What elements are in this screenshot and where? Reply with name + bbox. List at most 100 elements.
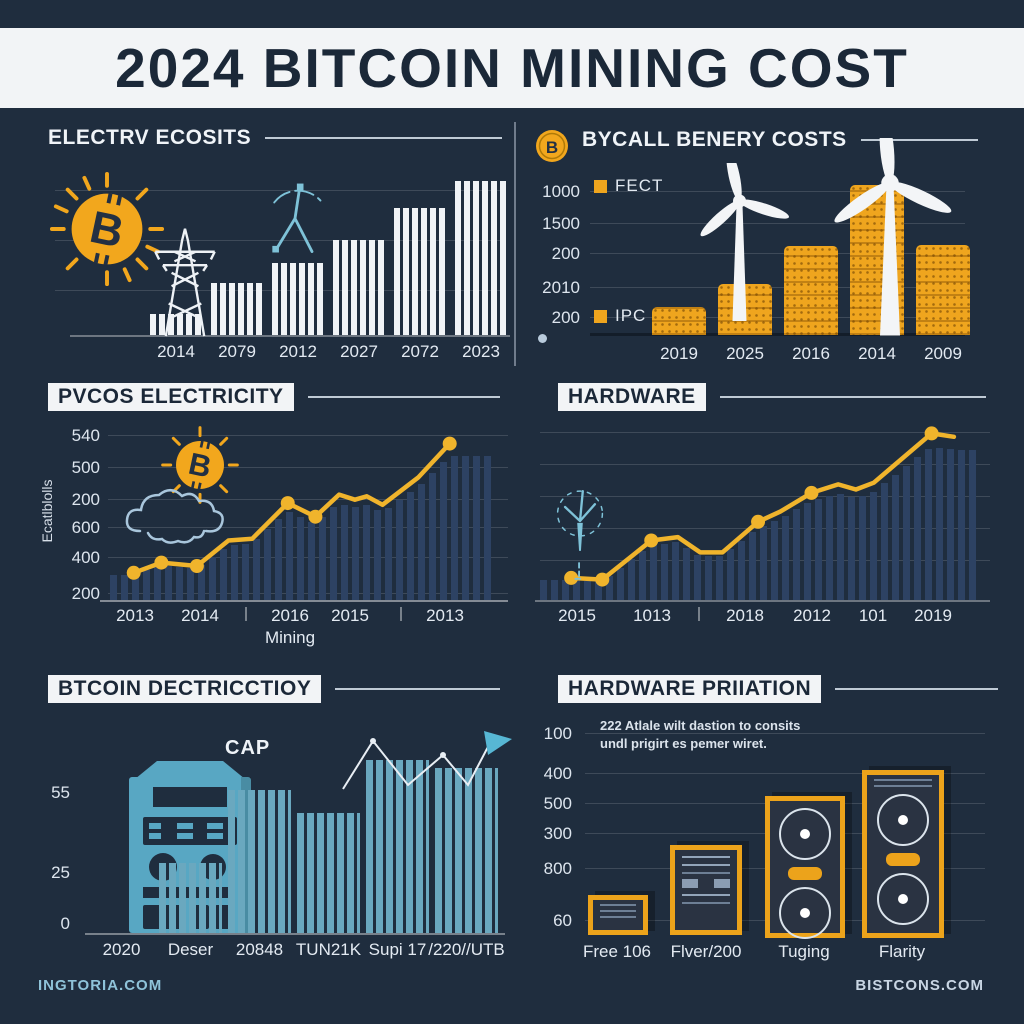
y-tick-label: 600 — [71, 518, 100, 537]
background-bar — [562, 579, 569, 600]
data-point — [564, 570, 579, 585]
background-bar — [418, 483, 425, 600]
panel-heading: BTCOIN DECTRICCTIOY — [48, 675, 322, 703]
annotation-text: 222 Atlale wilt dastion to consits undl … — [600, 717, 890, 753]
power-pylon-icon — [154, 228, 216, 337]
y-tick-label: 200 — [551, 244, 580, 263]
panel-electricity-costs: ELECTRV ECOSITS 2014 2079 2012 2027 2072 2023… — [40, 118, 510, 370]
x-tick-label: 2025 — [726, 344, 764, 363]
background-bar — [826, 496, 833, 600]
gridline — [590, 223, 965, 224]
data-point — [751, 514, 766, 529]
x-tick-label: 2020 — [102, 940, 141, 959]
background-bar — [903, 466, 910, 600]
background-bar — [110, 574, 117, 600]
background-bar — [958, 449, 965, 600]
background-bar — [617, 567, 624, 600]
gridline — [590, 191, 965, 192]
bar — [211, 283, 263, 335]
background-bar — [396, 500, 403, 600]
gridline — [108, 435, 508, 436]
bar — [272, 263, 324, 335]
cap-label: CAP — [225, 737, 271, 759]
bar — [228, 790, 291, 933]
legend-swatch — [594, 309, 607, 323]
bitcoin-sun-icon: B — [49, 171, 165, 287]
y-tick-label: 2010 — [542, 278, 580, 297]
wind-turbine-sketch-icon — [272, 183, 322, 253]
background-bar — [242, 544, 249, 600]
footer-right-site: BISTCONS.COM — [855, 977, 984, 994]
background-bar — [176, 567, 183, 600]
heading-rule — [335, 688, 500, 690]
background-bar — [440, 461, 447, 600]
panel-heading: PVCOS ELECTRICITY — [48, 383, 294, 411]
x-tick-label: Flarity — [878, 942, 926, 961]
background-bar — [407, 492, 414, 600]
x-axis — [100, 600, 508, 602]
legend-label: IPC — [615, 306, 647, 325]
background-bar — [628, 559, 635, 600]
annotation-line: undl prigirt es pemer wiret. — [600, 736, 767, 751]
asic-miner-large-icon — [765, 796, 845, 939]
legend-swatch — [594, 179, 607, 193]
y-tick-label: 300 — [543, 824, 572, 843]
x-tick-label: 2014 — [157, 342, 195, 361]
wind-turbine-dashed-icon — [556, 489, 604, 580]
panel-btcoin-dectricctioy: BTCOIN DECTRICCTIOY CAP 55 25 0 — [30, 665, 515, 960]
y-tick-label: 400 — [71, 548, 100, 567]
x-tick-label: 2019 — [914, 606, 952, 625]
bar — [394, 208, 446, 335]
y-axis-title: Ecatlblolls — [39, 479, 55, 543]
svg-text:B: B — [546, 138, 558, 157]
bar — [784, 246, 838, 335]
background-bar — [462, 456, 469, 600]
x-tick-label: 2013 — [116, 606, 154, 625]
x-tick-label: 2015 — [331, 606, 369, 625]
background-bar — [793, 509, 800, 600]
background-bar — [121, 574, 128, 600]
background-bar — [385, 507, 392, 600]
bitcoin-coin-icon: B — [536, 130, 568, 162]
background-bar — [286, 511, 293, 600]
x-tick-label: 2015 — [558, 606, 596, 625]
x-axis — [85, 933, 505, 935]
background-bar — [969, 449, 976, 600]
footer-left-site: INGTORIA.COM — [38, 977, 163, 994]
background-bar — [363, 504, 370, 600]
bar — [150, 314, 202, 335]
gridline — [590, 253, 965, 254]
background-bar — [705, 556, 712, 600]
y-tick-label: 0 — [60, 914, 70, 933]
tick-separator — [400, 607, 402, 621]
x-tick-label: Free 106 — [582, 942, 652, 961]
background-bar — [154, 566, 161, 600]
background-bar — [848, 497, 855, 600]
background-bar — [859, 495, 866, 600]
y-tick-label: 540 — [71, 426, 100, 445]
background-bar — [275, 518, 282, 600]
background-bar — [253, 539, 260, 600]
bar — [652, 307, 706, 335]
y-tick-label: 60 — [553, 911, 572, 930]
y-tick-label: 400 — [543, 764, 572, 783]
bar-group — [150, 170, 507, 335]
data-point — [595, 572, 610, 587]
y-tick-label: 200 — [551, 308, 580, 327]
background-bar — [936, 447, 943, 600]
background-bar — [881, 483, 888, 600]
data-point — [442, 436, 457, 451]
heading-rule — [719, 396, 986, 398]
data-point — [189, 559, 204, 573]
tick-separator — [245, 607, 247, 621]
background-bar — [595, 581, 602, 600]
gridline — [55, 190, 505, 191]
background-bar — [782, 515, 789, 600]
background-bar — [606, 575, 613, 600]
x-tick-label: 2027 — [340, 342, 378, 361]
x-tick-label: Tuging — [778, 942, 830, 961]
gridline — [590, 317, 965, 318]
background-bar — [165, 566, 172, 600]
title-banner: 2024 BITCOIN MINING COST — [0, 28, 1024, 108]
